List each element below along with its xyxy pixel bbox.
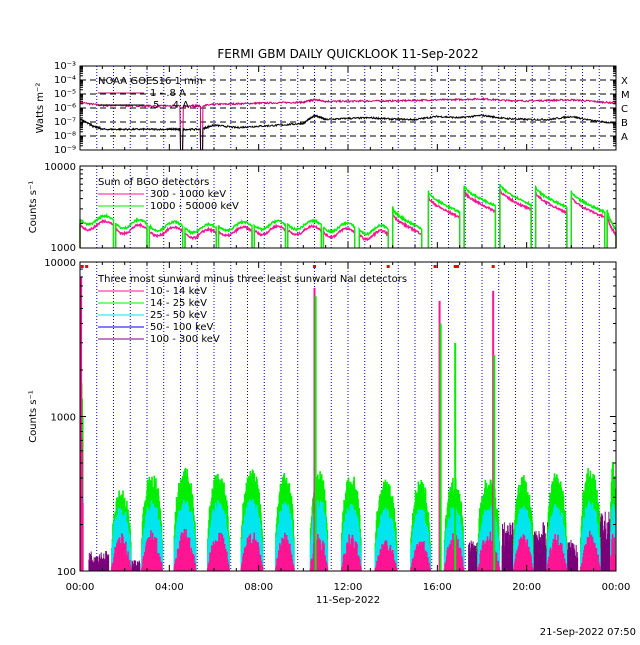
goes-y-tick-label: 10⁻⁸ <box>54 131 76 142</box>
bgo-orbit-trace-1 <box>392 206 423 248</box>
goes-legend-short-label: .5 - .4 A <box>150 100 189 111</box>
generated-timestamp: 21-Sep-2022 07:50 <box>540 627 636 638</box>
bgo-y-axis-label: Counts s⁻¹ <box>28 181 39 234</box>
nai-legend-1-label: 14 - 25 keV <box>150 298 207 309</box>
bgo-orbit-trace-1 <box>534 184 568 248</box>
goes-y-axis-label: Watts m⁻² <box>35 83 46 134</box>
bgo-orbit-trace-1 <box>184 221 217 248</box>
nai-trigger-marker <box>386 265 390 268</box>
nai-y-tick-label: 100 <box>57 567 76 578</box>
x-tick-label: 00:00 <box>602 582 631 593</box>
goes-y-tick-label: 10⁻⁹ <box>54 145 76 156</box>
bgo-orbit-trace-1 <box>606 209 617 248</box>
x-tick-label: 12:00 <box>334 582 363 593</box>
x-tick-label: 04:00 <box>155 582 184 593</box>
bgo-orbit-trace-0 <box>392 212 423 248</box>
bgo-orbit-trace-1 <box>427 190 461 248</box>
bgo-orbit-trace-0 <box>570 196 606 248</box>
goes-class-label: A <box>621 132 628 143</box>
bgo-orbit-trace-0 <box>499 188 532 248</box>
bgo-orbit-trace-1 <box>570 190 606 248</box>
nai-legend-title: Three most sunward minus three least sun… <box>97 274 407 285</box>
goes-legend-long-label: 1 - .8 A <box>150 88 186 99</box>
bgo-legend-high-label: 1000 - 50000 keV <box>150 201 239 212</box>
bgo-orbit-trace-0 <box>322 226 356 248</box>
goes-class-label: C <box>621 104 628 115</box>
nai-trigger-marker <box>453 265 457 268</box>
bgo-orbit-trace-1 <box>114 216 148 248</box>
nai-trigger-marker <box>433 265 437 268</box>
bgo-orbit-trace-1 <box>79 212 115 248</box>
goes-series-line-1 <box>79 113 617 151</box>
goes-class-label: M <box>621 90 630 101</box>
bgo-y-tick-label: 1000 <box>51 243 76 254</box>
nai-y-tick-label: 1000 <box>51 413 76 424</box>
bgo-orbit-trace-1 <box>499 183 532 248</box>
chart-title: FERMI GBM DAILY QUICKLOOK 11-Sep-2022 <box>217 47 478 61</box>
x-tick-label: 16:00 <box>423 582 452 593</box>
x-tick-label: 08:00 <box>244 582 273 593</box>
bgo-orbit-trace-0 <box>287 224 322 248</box>
bgo-orbit-trace-0 <box>253 222 287 248</box>
nai-trigger-marker <box>85 265 89 268</box>
bgo-orbit-trace-1 <box>287 218 322 248</box>
bgo-orbit-trace-0 <box>534 190 568 248</box>
nai-legend-3-label: 50 - 100 keV <box>150 322 214 333</box>
bgo-orbit-trace-1 <box>322 221 356 248</box>
nai-panel: 10000 1000 100 Counts s⁻¹ Three most sunward… <box>28 258 617 578</box>
bgo-orbit-trace-1 <box>217 218 253 248</box>
bgo-orbit-trace-1 <box>253 219 287 248</box>
x-tick-label: 20:00 <box>512 582 541 593</box>
bgo-panel: 10000 1000 Counts s⁻¹ Sum of BGO detectors3… <box>28 162 617 254</box>
nai-legend-4-label: 100 - 300 keV <box>150 334 220 345</box>
bgo-orbit-trace-0 <box>217 225 253 248</box>
goes-y-tick-label: 10⁻⁴ <box>54 75 76 86</box>
bgo-orbit-trace-1 <box>463 185 497 248</box>
goes-y-tick-label: 10⁻⁶ <box>54 103 76 114</box>
nai-trigger-marker <box>455 265 459 268</box>
bgo-orbit-trace-0 <box>114 222 148 248</box>
bgo-orbit-trace-0 <box>184 226 217 248</box>
goes-class-label: B <box>621 118 628 129</box>
bgo-orbit-trace-0 <box>463 188 497 248</box>
goes-legend-title: NOAA GOES16 1 min <box>98 76 203 87</box>
nai-trigger-marker <box>80 265 84 268</box>
nai-legend-2-label: 25 - 50 keV <box>150 310 207 321</box>
bgo-orbit-trace-1 <box>148 219 184 248</box>
bgo-y-tick-label: 10000 <box>44 162 76 173</box>
bgo-orbit-trace-0 <box>606 213 617 248</box>
bgo-orbit-trace-0 <box>427 195 461 248</box>
bgo-orbit-trace-0 <box>79 219 115 248</box>
x-tick-label: 00:00 <box>66 582 95 593</box>
goes-y-tick-label: 10⁻³ <box>54 61 76 72</box>
bgo-legend-title: Sum of BGO detectors <box>98 177 209 188</box>
nai-legend-0-label: 10 - 14 keV <box>150 286 207 297</box>
x-axis: 00:00 04:00 08:00 12:00 16:00 20:00 00:00 <box>66 582 631 593</box>
nai-y-axis-label: Counts s⁻¹ <box>28 390 39 443</box>
goes-class-label: X <box>621 76 628 87</box>
nai-trigger-marker <box>491 265 495 268</box>
goes-y-tick-label: 10⁻⁷ <box>54 117 76 128</box>
bgo-orbit-trace-0 <box>148 225 184 248</box>
bgo-legend-low-label: 300 - 1000 keV <box>150 189 226 200</box>
goes-y-tick-label: 10⁻⁵ <box>54 89 76 100</box>
nai-trigger-marker <box>313 265 316 268</box>
bgo-orbit-trace-1 <box>358 223 389 248</box>
bgo-orbit-trace-0 <box>358 229 389 248</box>
goes-series-line-0 <box>79 96 617 151</box>
nai-y-tick-label: 10000 <box>44 258 76 269</box>
x-axis-date-label: 11-Sep-2022 <box>316 595 380 606</box>
